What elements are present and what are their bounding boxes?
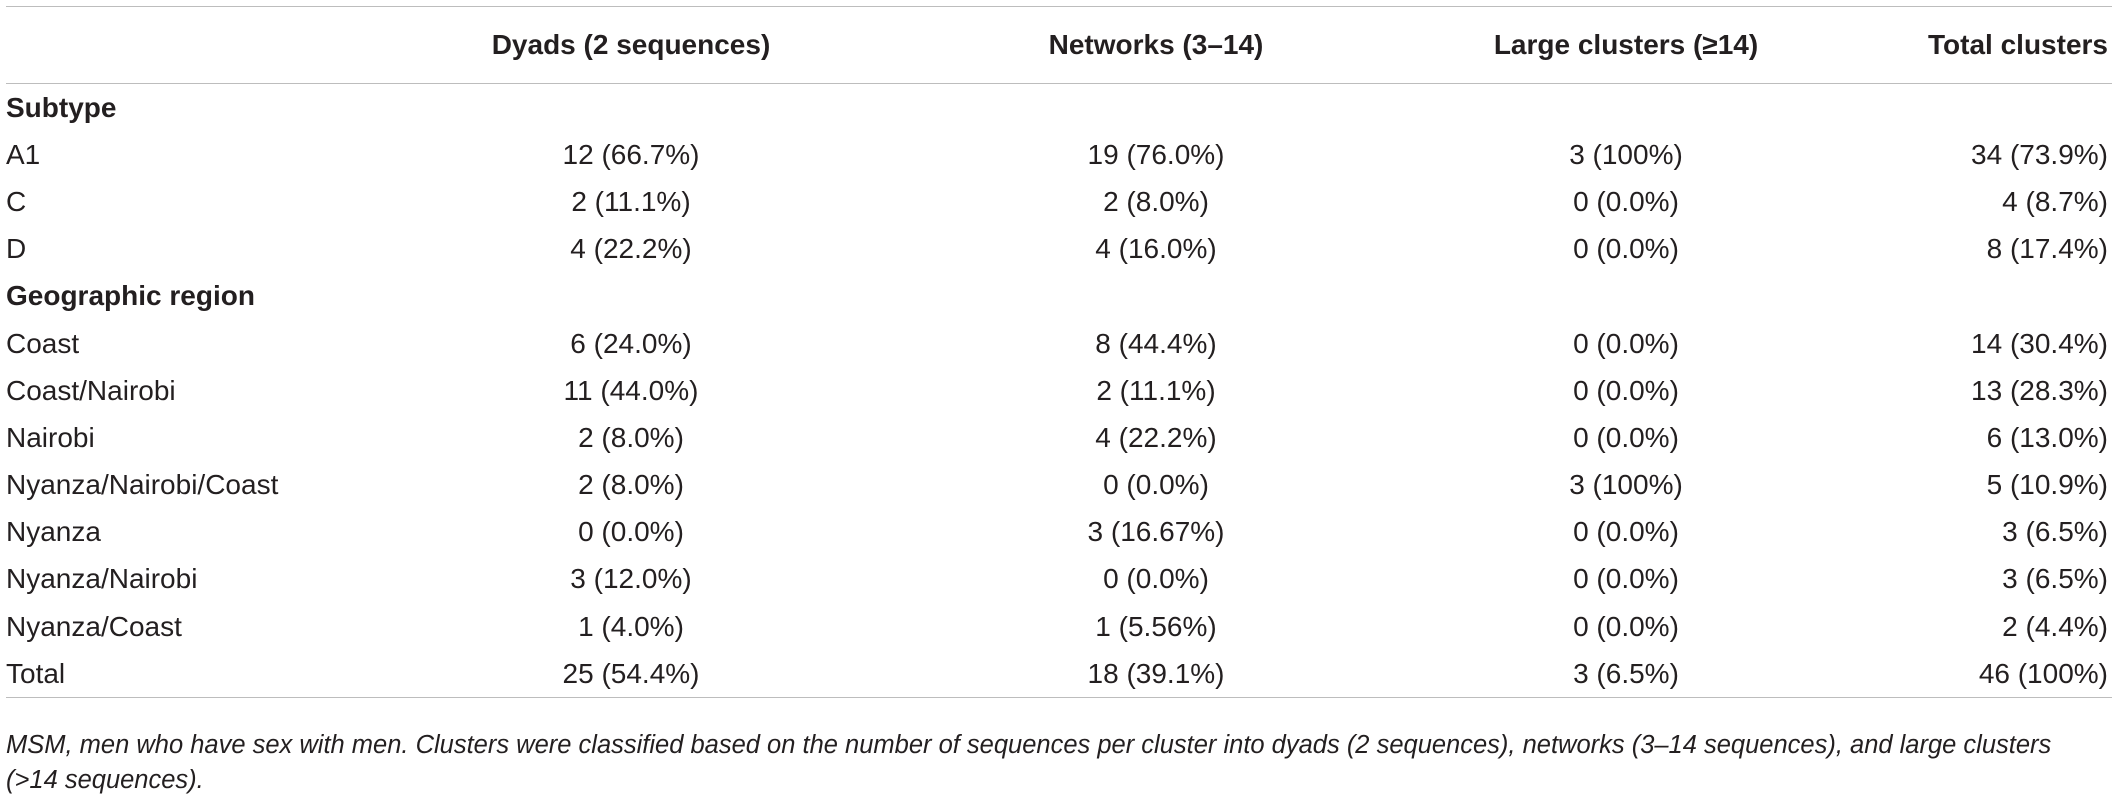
cell-label: A1 [6, 138, 41, 170]
cell-dyads: 6 (24.0%) [570, 327, 692, 359]
section-row: Geographic region [6, 273, 2112, 320]
cell-large-clusters: 3 (100%) [1569, 138, 1683, 170]
table-body: Subtype A1 12 (66.7%) 19 (76.0%) 3 (100%) 34 … [6, 84, 2112, 698]
cell-networks: 18 (39.1%) [1087, 657, 1225, 689]
cell-label: Coast [6, 327, 80, 359]
table-row: Coast/Nairobi 11 (44.0%) 2 (11.1%) 0 (0.0%)… [6, 367, 2112, 414]
cell-networks: 4 (16.0%) [1095, 233, 1217, 265]
table-row: Nyanza/Nairobi/Coast 2 (8.0%) 0 (0.0%) 3 (1… [6, 462, 2112, 509]
table-header: Dyads (2 sequences) Networks (3–14) Larg… [6, 6, 2112, 84]
section-title: Subtype [6, 91, 117, 123]
cell-networks: 4 (22.2%) [1095, 421, 1217, 453]
cell-total-clusters: 34 (73.9%) [1971, 138, 2108, 170]
cell-total-clusters: 5 (10.9%) [1986, 469, 2108, 501]
table-footnote: MSM, men who have sex with men. Clusters… [6, 731, 2052, 794]
cell-total-clusters: 13 (28.3%) [1971, 374, 2108, 406]
cell-total-clusters: 46 (100%) [1978, 657, 2108, 689]
cell-large-clusters: 3 (100%) [1569, 469, 1683, 501]
header-networks: Networks (3–14) [1048, 29, 1264, 60]
cell-total-clusters: 4 (8.7%) [2002, 185, 2108, 217]
cell-dyads: 2 (11.1%) [571, 185, 691, 217]
cell-large-clusters: 3 (6.5%) [1573, 657, 1679, 689]
cell-dyads: 2 (8.0%) [578, 469, 684, 501]
cell-networks: 2 (8.0%) [1103, 185, 1209, 217]
cell-networks: 2 (11.1%) [1096, 374, 1216, 406]
cell-large-clusters: 0 (0.0%) [1573, 516, 1679, 548]
cell-large-clusters: 0 (0.0%) [1573, 327, 1679, 359]
cell-label: C [6, 185, 27, 217]
header-empty-cell [6, 7, 366, 84]
cell-label: D [6, 233, 27, 265]
cell-label: Coast/Nairobi [6, 374, 176, 406]
table-row: D 4 (22.2%) 4 (16.0%) 0 (0.0%) 8 (17.4%) [6, 226, 2112, 273]
cell-total-clusters: 2 (4.4%) [2002, 610, 2108, 642]
header-total-clusters: Total clusters [1928, 29, 2108, 60]
cell-networks: 1 (5.56%) [1095, 610, 1217, 642]
table-row: C 2 (11.1%) 2 (8.0%) 0 (0.0%) 4 (8.7%) [6, 178, 2112, 225]
table-row: Nairobi 2 (8.0%) 4 (22.2%) 0 (0.0%) 6 (13.0%… [6, 414, 2112, 461]
cell-networks: 0 (0.0%) [1103, 563, 1209, 595]
cell-dyads: 3 (12.0%) [570, 563, 692, 595]
cell-total-clusters: 3 (6.5%) [2002, 516, 2108, 548]
cluster-characteristics-table: Dyads (2 sequences) Networks (3–14) Larg… [6, 6, 2112, 698]
cell-networks: 19 (76.0%) [1087, 138, 1225, 170]
cell-total-clusters: 6 (13.0%) [1986, 421, 2108, 453]
cell-label: Nyanza/Coast [6, 610, 182, 642]
cell-label: Nyanza/Nairobi/Coast [6, 469, 279, 501]
table-row: Nyanza/Coast 1 (4.0%) 1 (5.56%) 0 (0.0%) 2 (… [6, 603, 2112, 650]
cell-large-clusters: 0 (0.0%) [1573, 610, 1679, 642]
section-title: Geographic region [6, 280, 255, 312]
cell-dyads: 0 (0.0%) [578, 516, 684, 548]
section-row: Subtype [6, 84, 2112, 132]
cell-dyads: 25 (54.4%) [562, 657, 700, 689]
cell-total-clusters: 3 (6.5%) [2002, 563, 2108, 595]
cluster-table-container: Dyads (2 sequences) Networks (3–14) Larg… [6, 6, 2112, 698]
cell-networks: 3 (16.67%) [1087, 516, 1225, 548]
cell-label: Nairobi [6, 421, 95, 453]
header-row: Dyads (2 sequences) Networks (3–14) Larg… [6, 6, 2112, 84]
table-row: Total 25 (54.4%) 18 (39.1%) 3 (6.5%) 46 (100… [6, 650, 2112, 698]
cell-networks: 0 (0.0%) [1103, 469, 1209, 501]
table-row: Coast 6 (24.0%) 8 (44.4%) 0 (0.0%) 14 (30.4%… [6, 320, 2112, 367]
cell-large-clusters: 0 (0.0%) [1573, 185, 1679, 217]
cell-large-clusters: 0 (0.0%) [1573, 563, 1679, 595]
cell-dyads: 11 (44.0%) [563, 374, 699, 406]
cell-large-clusters: 0 (0.0%) [1573, 421, 1679, 453]
header-large-clusters: Large clusters (≥14) [1493, 29, 1759, 60]
cell-dyads: 12 (66.7%) [562, 138, 700, 170]
cell-label: Total [6, 657, 66, 689]
cell-large-clusters: 0 (0.0%) [1573, 233, 1679, 265]
cell-dyads: 4 (22.2%) [570, 233, 692, 265]
table-row: Nyanza 0 (0.0%) 3 (16.67%) 0 (0.0%) 3 (6.5%) [6, 509, 2112, 556]
cell-label: Nyanza [6, 516, 101, 548]
cell-label: Nyanza/Nairobi [6, 563, 198, 595]
cell-networks: 8 (44.4%) [1095, 327, 1217, 359]
cell-dyads: 1 (4.0%) [578, 610, 684, 642]
cell-total-clusters: 14 (30.4%) [1971, 327, 2108, 359]
table-row: A1 12 (66.7%) 19 (76.0%) 3 (100%) 34 (73.9%) [6, 131, 2112, 178]
header-dyads: Dyads (2 sequences) [491, 29, 771, 60]
cell-dyads: 2 (8.0%) [578, 421, 684, 453]
table-row: Nyanza/Nairobi 3 (12.0%) 0 (0.0%) 0 (0.0%) 3… [6, 556, 2112, 603]
cell-large-clusters: 0 (0.0%) [1573, 374, 1679, 406]
cell-total-clusters: 8 (17.4%) [1986, 233, 2108, 265]
